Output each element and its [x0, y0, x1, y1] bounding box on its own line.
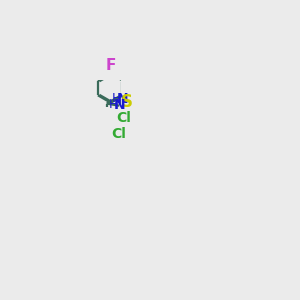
Text: Cl: Cl [116, 111, 131, 125]
Text: F: F [105, 58, 116, 73]
Text: N: N [117, 92, 128, 106]
Text: S: S [120, 93, 132, 111]
Text: H: H [112, 92, 121, 105]
Text: N: N [114, 98, 125, 112]
Text: H: H [109, 98, 118, 111]
Text: Cl: Cl [111, 127, 126, 141]
